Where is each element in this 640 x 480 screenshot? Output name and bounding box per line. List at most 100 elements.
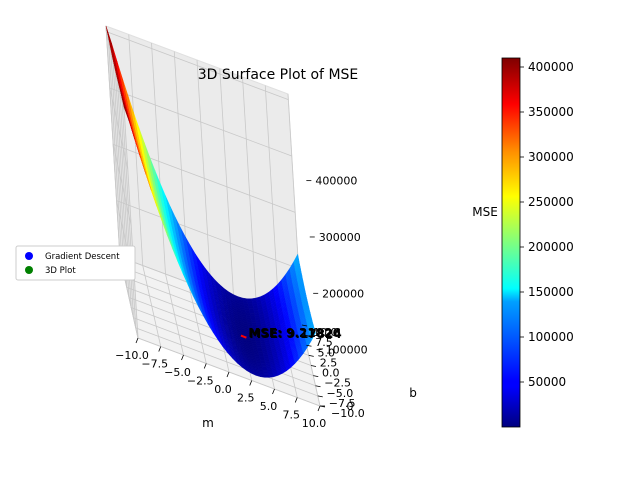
grid-line: [264, 85, 280, 317]
z-tick-label: 200000: [322, 287, 364, 300]
surface-facet: [256, 343, 262, 346]
colorbar-tick-label: 100000: [528, 330, 574, 344]
surface-facet: [251, 322, 257, 325]
z-tick-label: 100000: [326, 344, 368, 357]
surface-facet: [256, 345, 262, 348]
gradient-descent-line: [240, 334, 247, 339]
grid-line: [242, 76, 257, 309]
x-tick-mark: [249, 380, 253, 386]
surface-facet: [262, 369, 268, 372]
grid-line: [110, 46, 125, 278]
y-tick-mark: [306, 344, 312, 347]
y-tick-label: 10.0: [313, 326, 338, 339]
grid-line: [128, 34, 144, 266]
legend-label-3d-plot: 3D Plot: [45, 266, 76, 276]
surface-facet: [261, 365, 267, 368]
surface-facet: [248, 308, 255, 312]
y-tick-label: 7.5: [315, 336, 333, 349]
surface-facet: [247, 301, 253, 304]
surface-facet: [249, 310, 255, 314]
surface-facet: [250, 317, 256, 321]
grid-line: [105, 25, 121, 258]
x-tick-mark: [226, 371, 230, 378]
surface-facet: [258, 353, 264, 356]
surface-facet: [259, 356, 265, 359]
surface-facet: [257, 351, 264, 354]
y-tick-label: −5.0: [327, 387, 354, 400]
surface-facet: [263, 372, 269, 375]
y-tick-label: 5.0: [318, 346, 336, 359]
x-tick-label: 0.0: [214, 383, 232, 396]
grid-line: [196, 59, 212, 292]
x-tick-mark: [203, 363, 207, 369]
y-tick-label: 0.0: [322, 367, 340, 380]
x-tick-label: −5.0: [164, 366, 191, 379]
x-tick-label: 2.5: [237, 392, 255, 405]
grid-line: [105, 31, 125, 113]
x-tick-mark: [272, 388, 275, 395]
colorbar: [501, 57, 521, 428]
surface-facet: [256, 347, 263, 350]
legend: Gradient Descent 3D Plot: [15, 245, 136, 281]
colorbar-tick-label: 250000: [528, 195, 574, 209]
surface-facet: [251, 320, 257, 323]
legend-label-gradient-descent: Gradient Descent: [45, 252, 120, 262]
x-tick-label: −2.5: [187, 375, 214, 388]
y-tick-mark: [308, 354, 314, 357]
x-tick-label: −10.0: [115, 349, 149, 362]
y-tick-mark: [304, 334, 310, 337]
surface-facet: [260, 363, 267, 366]
y-tick-mark: [301, 324, 308, 327]
surface-facet: [262, 368, 268, 371]
x-tick-mark: [294, 397, 298, 403]
surface-facet: [262, 371, 269, 374]
colorbar-tick-label: 350000: [528, 105, 574, 119]
grid-line: [133, 317, 316, 387]
x-tick-mark: [135, 337, 139, 344]
grid-line: [151, 42, 166, 275]
colorbar-tick-label: 200000: [528, 240, 574, 254]
legend-marker-gradient-descent: [25, 252, 33, 260]
y-axis-label: b: [409, 386, 417, 400]
surface-facet: [259, 358, 265, 361]
grid-line: [106, 31, 289, 101]
z-axis-label: MSE: [472, 205, 498, 219]
colorbar-ticks: 50000 100000 150000 200000 250000 300000 35000…: [520, 60, 574, 389]
grid-line: [135, 327, 318, 397]
y-tick-label: −2.5: [324, 377, 351, 390]
grid-line: [121, 96, 137, 328]
surface-facet: [255, 341, 262, 344]
surface-facet: [250, 315, 256, 319]
legend-frame: [15, 245, 136, 281]
surface-facet: [264, 375, 270, 378]
surface-facet: [249, 313, 256, 316]
z-tick-label: 0: [347, 400, 354, 413]
surface-facet: [246, 298, 253, 302]
x-tick-label: 7.5: [283, 409, 301, 422]
x-tick-mark: [158, 346, 162, 352]
gradient-descent-path: [240, 334, 247, 339]
y-tick-label: −7.5: [329, 397, 356, 410]
z-tick-label: 300000: [319, 231, 361, 244]
grid-line: [107, 36, 123, 268]
colorbar-tick-label: 150000: [528, 285, 574, 299]
surface-facet: [258, 354, 265, 357]
grid-line: [116, 200, 299, 270]
y-tick-label: 2.5: [320, 356, 338, 369]
axis-ticks: −10.0−7.5−5.0−2.50.02.55.07.510.0−10.0−7…: [115, 175, 367, 430]
surface-facet: [248, 306, 254, 309]
y-tick-label: −10.0: [331, 407, 365, 420]
mse-surface: [105, 25, 316, 378]
colorbar-tick-label: 300000: [528, 150, 574, 164]
z-tick-label: 400000: [315, 175, 357, 188]
chart-title: 3D Surface Plot of MSE: [198, 67, 359, 83]
grid-line: [219, 68, 235, 300]
y-tick-mark: [315, 385, 321, 388]
x-tick-label: −7.5: [141, 358, 168, 371]
grid-line: [109, 87, 292, 157]
colorbar-tick-label: 400000: [528, 60, 574, 74]
y-tick-mark: [310, 365, 317, 367]
surface-facet: [268, 375, 275, 378]
